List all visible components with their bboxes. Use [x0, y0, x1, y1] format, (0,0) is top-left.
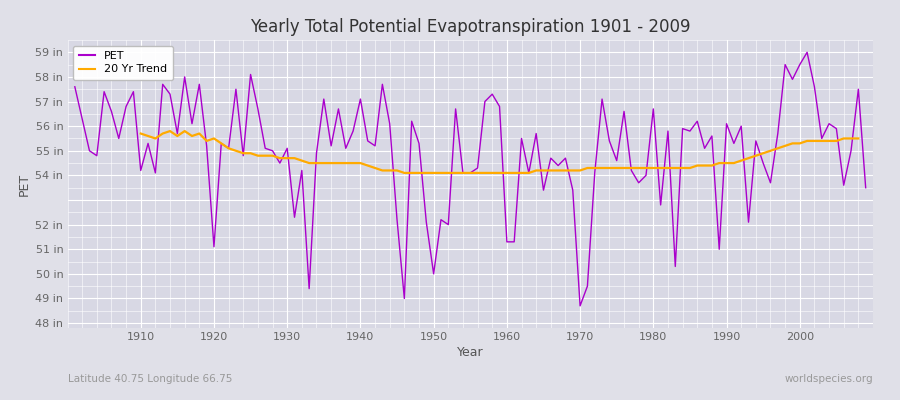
Title: Yearly Total Potential Evapotranspiration 1901 - 2009: Yearly Total Potential Evapotranspiratio…	[250, 18, 690, 36]
Text: worldspecies.org: worldspecies.org	[785, 374, 873, 384]
X-axis label: Year: Year	[457, 346, 483, 359]
Y-axis label: PET: PET	[18, 172, 32, 196]
Text: Latitude 40.75 Longitude 66.75: Latitude 40.75 Longitude 66.75	[68, 374, 232, 384]
Legend: PET, 20 Yr Trend: PET, 20 Yr Trend	[73, 46, 173, 80]
